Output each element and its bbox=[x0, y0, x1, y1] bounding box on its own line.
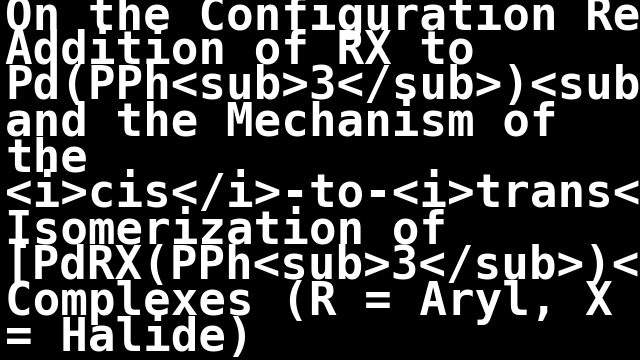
Text: = Halide): = Halide) bbox=[5, 316, 253, 360]
Text: On the Configuration Resulting from Oxidative: On the Configuration Resulting from Oxid… bbox=[5, 0, 640, 40]
Text: <i>cis</i>-to-<i>trans</i>: <i>cis</i>-to-<i>trans</i> bbox=[5, 172, 640, 217]
Text: the: the bbox=[5, 136, 88, 181]
Text: Pd(PPh<sub>3</sub>)<sub>4</sub>: Pd(PPh<sub>3</sub>)<sub>4</sub> bbox=[5, 64, 640, 109]
Text: Isomerization of: Isomerization of bbox=[5, 208, 447, 253]
Text: [PdRX(PPh<sub>3</sub>)<sub>2</sub>]: [PdRX(PPh<sub>3</sub>)<sub>2</sub>] bbox=[5, 244, 640, 289]
Text: Complexes (R = Aryl, X: Complexes (R = Aryl, X bbox=[5, 280, 612, 325]
Text: Addition of RX to: Addition of RX to bbox=[5, 28, 475, 73]
Text: and the Mechanism of: and the Mechanism of bbox=[5, 100, 557, 145]
